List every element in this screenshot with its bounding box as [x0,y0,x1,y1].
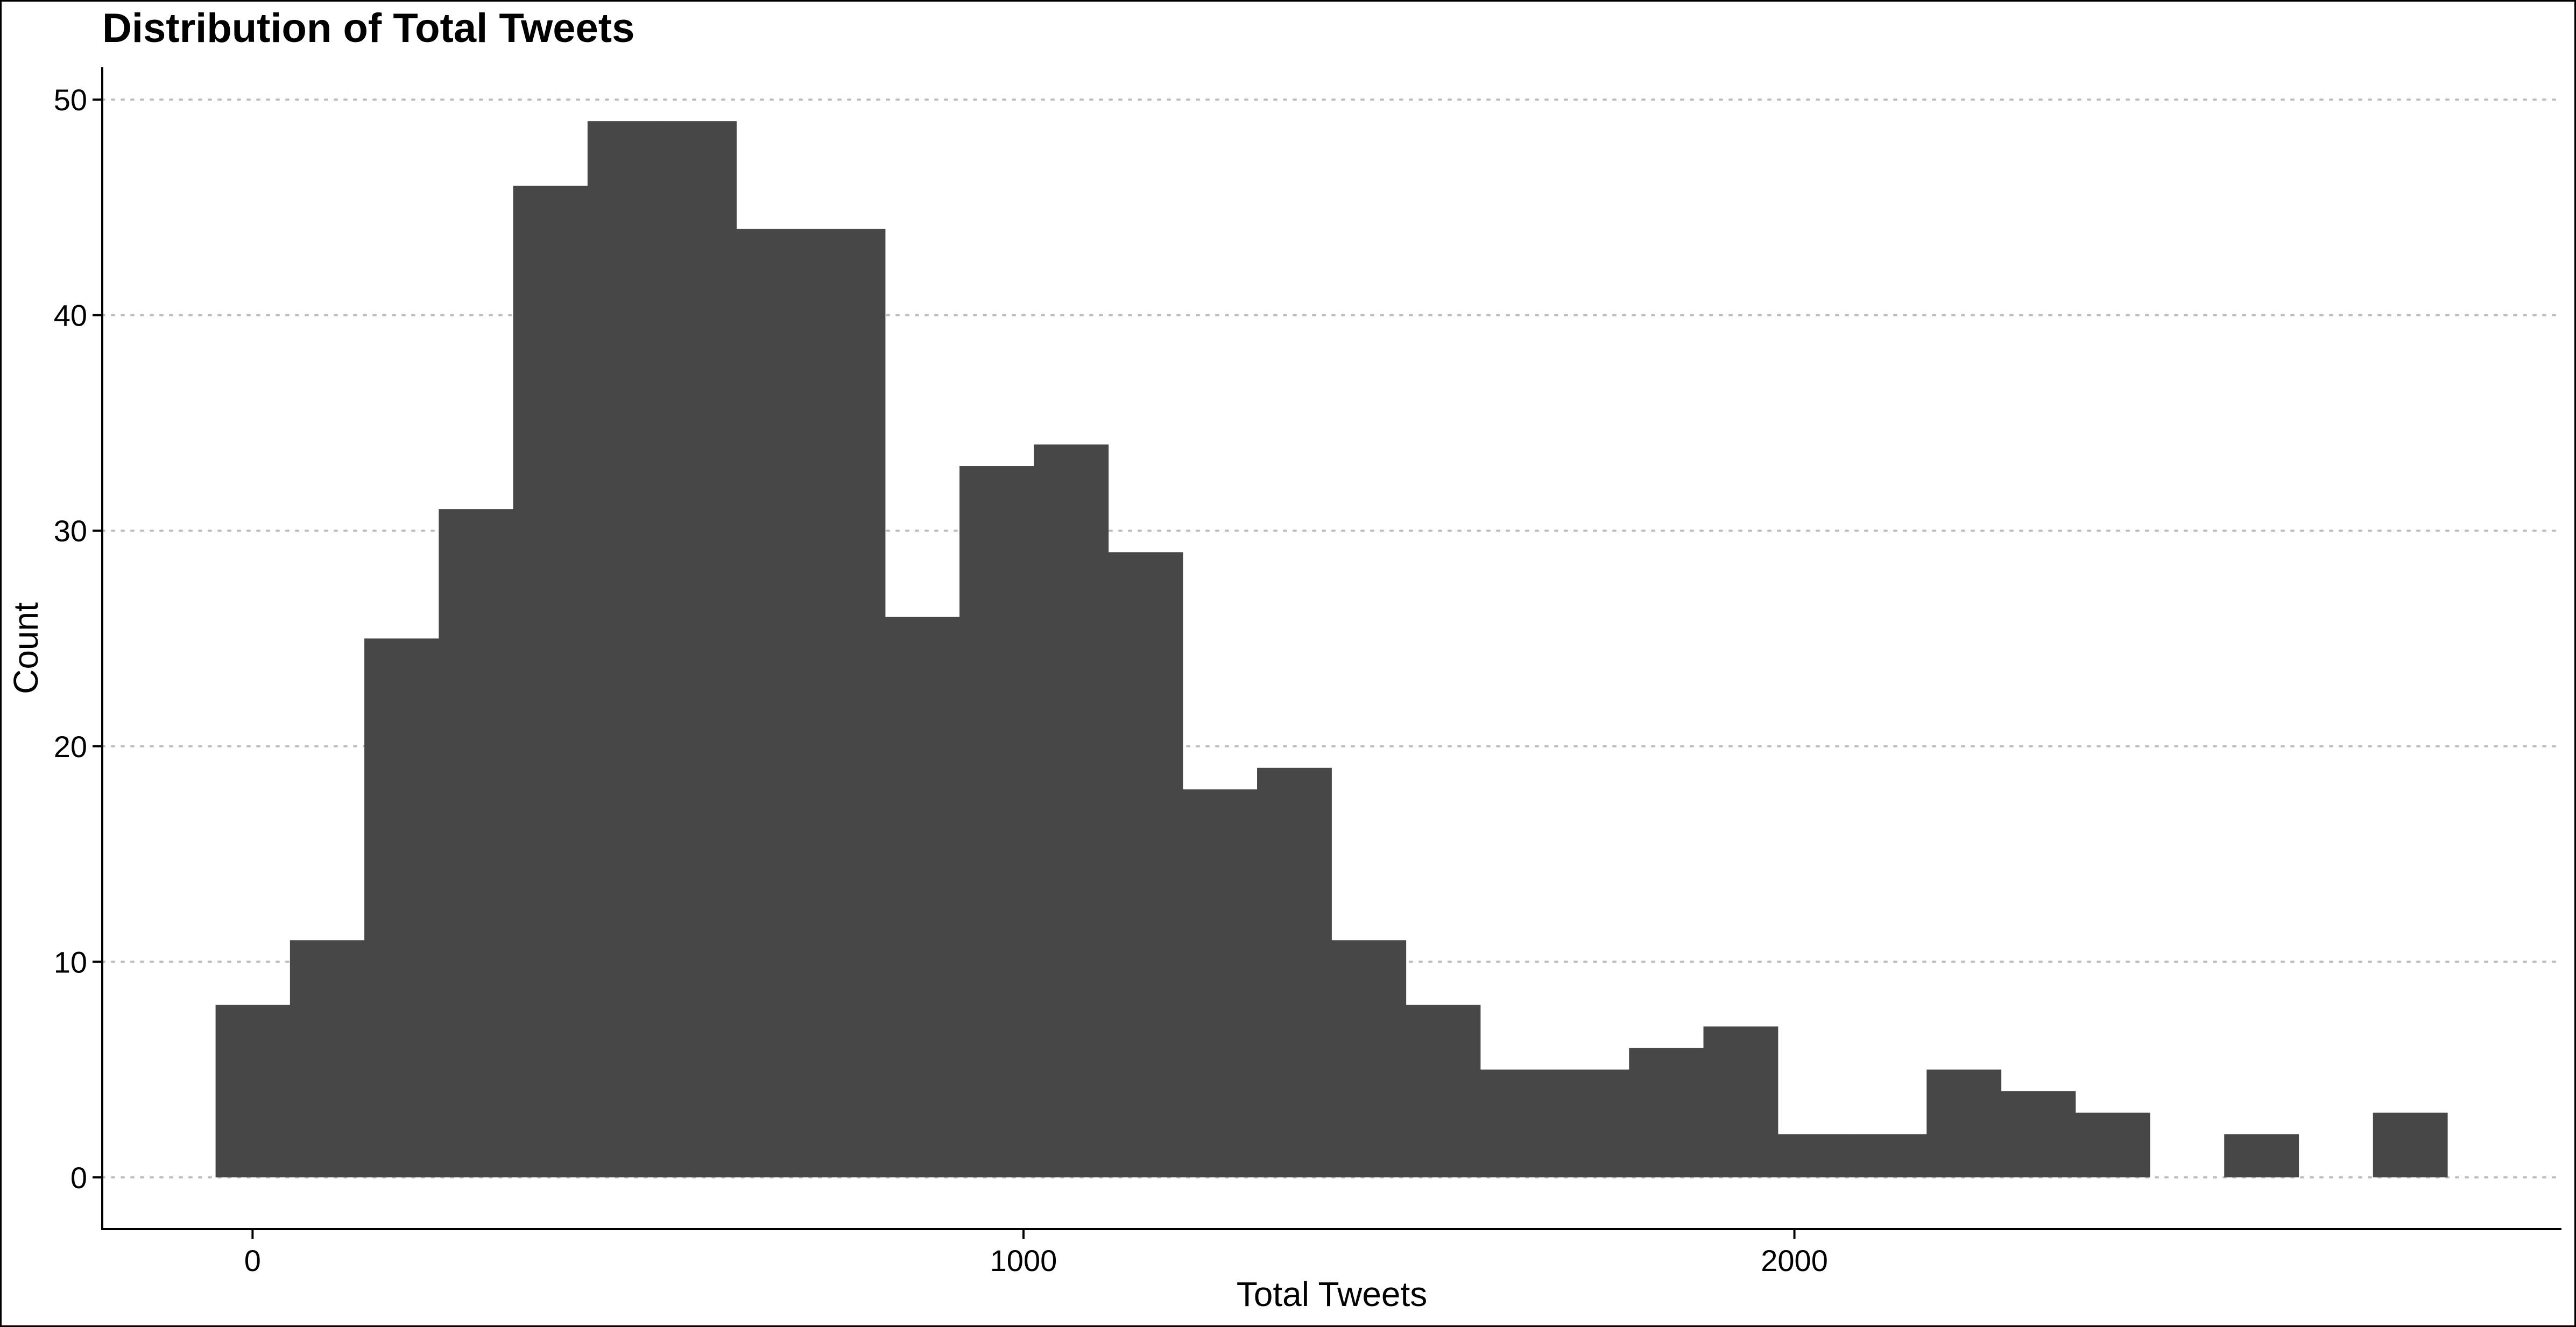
histogram-bar-25 [2075,1112,2150,1177]
histogram-bar-12 [1108,552,1183,1177]
histogram-bar-3 [439,509,514,1177]
histogram-bar-18 [1555,1069,1629,1177]
y-axis-title: Count [6,602,45,694]
histogram-bar-6 [662,121,737,1177]
histogram-bar-13 [1182,789,1258,1177]
histogram-bar-16 [1406,1005,1481,1177]
histogram-bar-0 [215,1005,291,1177]
histogram-bar-10 [959,466,1034,1177]
histogram-bar-19 [1629,1048,1704,1177]
y-tick-label-10: 10 [54,945,87,979]
histogram-bar-5 [587,121,662,1177]
histogram-bar-8 [810,229,886,1177]
histogram-bar-2 [364,638,439,1177]
y-tick-label-20: 20 [54,730,87,764]
histogram-bar-29 [2373,1112,2448,1177]
histogram-bar-11 [1034,444,1109,1177]
y-tick-label-30: 30 [54,514,87,548]
y-axis-ticks: 0 10 20 30 40 50 [54,83,102,1195]
y-tick-label-0: 0 [70,1161,87,1195]
x-axis-ticks: 0 1000 2000 [244,1229,1828,1277]
x-tick-label-2000: 2000 [1761,1244,1828,1277]
histogram-bar-15 [1331,940,1407,1177]
histogram-bar-20 [1703,1026,1779,1177]
histogram-bar-1 [290,940,365,1177]
y-tick-label-50: 50 [54,83,87,117]
histogram-bar-17 [1480,1069,1555,1177]
histogram-bar-14 [1257,767,1332,1177]
x-tick-label-1000: 1000 [990,1244,1057,1277]
histogram-bar-23 [1926,1069,2002,1177]
histogram-bar-9 [885,617,960,1177]
histogram-bar-22 [1852,1134,1927,1177]
x-axis-title: Total Tweets [1237,1275,1428,1314]
chart-title: Distribution of Total Tweets [102,5,634,51]
histogram-bar-4 [513,186,588,1177]
histogram-bar-21 [1777,1134,1853,1177]
histogram-bar-27 [2224,1134,2299,1177]
bars [215,121,2448,1177]
y-tick-label-40: 40 [54,299,87,333]
histogram-bar-7 [736,229,811,1177]
x-tick-label-0: 0 [244,1244,261,1277]
histogram-bar-24 [2001,1091,2076,1177]
